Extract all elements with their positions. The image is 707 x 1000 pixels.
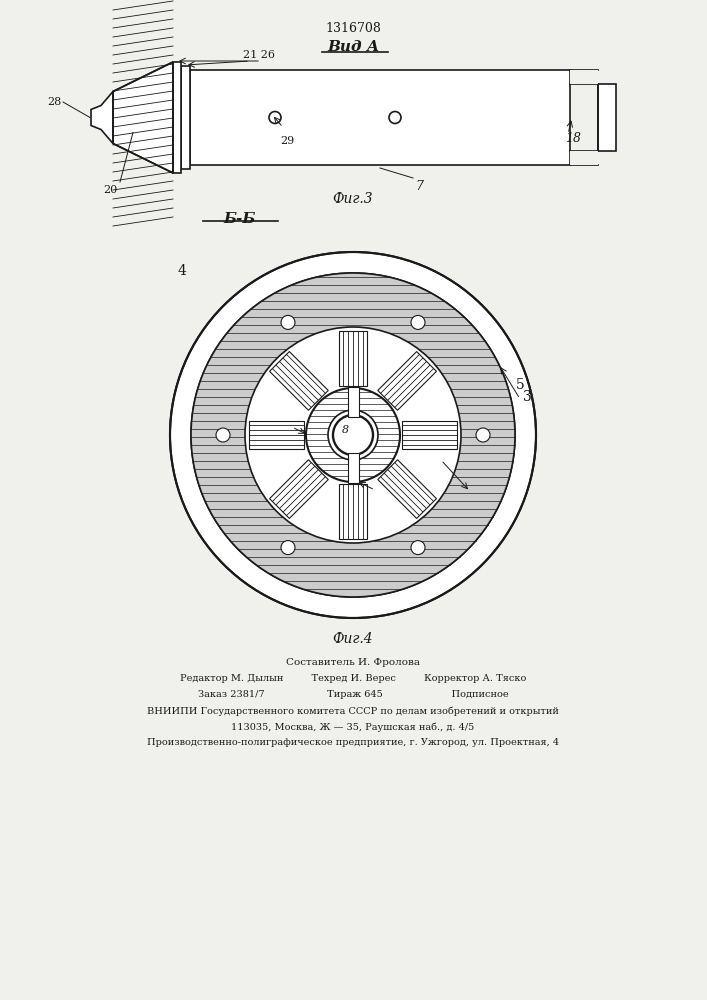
Polygon shape — [339, 331, 367, 386]
Circle shape — [281, 541, 295, 555]
Bar — [181, 66, 190, 169]
Text: Вид А: Вид А — [327, 40, 379, 54]
Polygon shape — [378, 460, 436, 518]
Bar — [173, 62, 181, 173]
Text: 5: 5 — [516, 378, 525, 392]
Circle shape — [269, 111, 281, 123]
Circle shape — [389, 111, 401, 123]
Text: 20: 20 — [264, 420, 278, 430]
Text: 18: 18 — [565, 131, 581, 144]
Polygon shape — [91, 92, 113, 143]
Bar — [348, 453, 358, 483]
Bar — [570, 151, 598, 165]
Text: Составитель И. Фролова: Составитель И. Фролова — [286, 658, 420, 667]
Text: 7: 7 — [415, 180, 423, 193]
Polygon shape — [339, 484, 367, 539]
Text: 20: 20 — [103, 185, 117, 195]
Circle shape — [411, 315, 425, 329]
Text: 1316708: 1316708 — [325, 22, 381, 35]
Text: Фиг.4: Фиг.4 — [333, 632, 373, 646]
Text: 10: 10 — [368, 495, 382, 505]
Text: 15: 15 — [361, 377, 375, 387]
Text: 21 26: 21 26 — [243, 50, 275, 60]
Text: 8: 8 — [341, 425, 349, 435]
Text: Производственно-полиграфическое предприятие, г. Ужгород, ул. Проектная, 4: Производственно-полиграфическое предприя… — [147, 738, 559, 747]
Text: 28: 28 — [48, 97, 62, 107]
Circle shape — [333, 415, 373, 455]
Polygon shape — [269, 352, 328, 410]
Circle shape — [281, 315, 295, 329]
Text: 3: 3 — [523, 390, 532, 404]
Polygon shape — [249, 421, 304, 449]
Polygon shape — [402, 421, 457, 449]
Text: ВНИИПИ Государственного комитета СССР по делам изобретений и открытий: ВНИИПИ Государственного комитета СССР по… — [147, 706, 559, 716]
Text: 29: 29 — [280, 135, 294, 145]
Circle shape — [476, 428, 490, 442]
Text: 4: 4 — [178, 264, 187, 278]
Text: Фиг.3: Фиг.3 — [333, 192, 373, 206]
Polygon shape — [378, 352, 436, 410]
Circle shape — [245, 327, 461, 543]
Bar — [190, 70, 570, 165]
Circle shape — [328, 410, 378, 460]
Polygon shape — [191, 273, 515, 597]
Polygon shape — [113, 62, 173, 173]
Text: Заказ 2381/7                    Тираж 645                      Подписное: Заказ 2381/7 Тираж 645 Подписное — [198, 690, 508, 699]
Circle shape — [191, 273, 515, 597]
Text: 113035, Москва, Ж — 35, Раушская наб., д. 4/5: 113035, Москва, Ж — 35, Раушская наб., д… — [231, 722, 474, 732]
Circle shape — [216, 428, 230, 442]
Bar — [348, 387, 358, 417]
Bar — [598, 84, 616, 151]
Text: 12: 12 — [438, 460, 452, 470]
Text: Редактор М. Дылын         Техред И. Верес         Корректор А. Тяско: Редактор М. Дылын Техред И. Верес Коррек… — [180, 674, 526, 683]
Circle shape — [306, 388, 400, 482]
Circle shape — [170, 252, 536, 618]
Bar — [570, 70, 598, 84]
Polygon shape — [269, 460, 328, 518]
Circle shape — [411, 541, 425, 555]
Text: Б-Б: Б-Б — [224, 212, 256, 226]
